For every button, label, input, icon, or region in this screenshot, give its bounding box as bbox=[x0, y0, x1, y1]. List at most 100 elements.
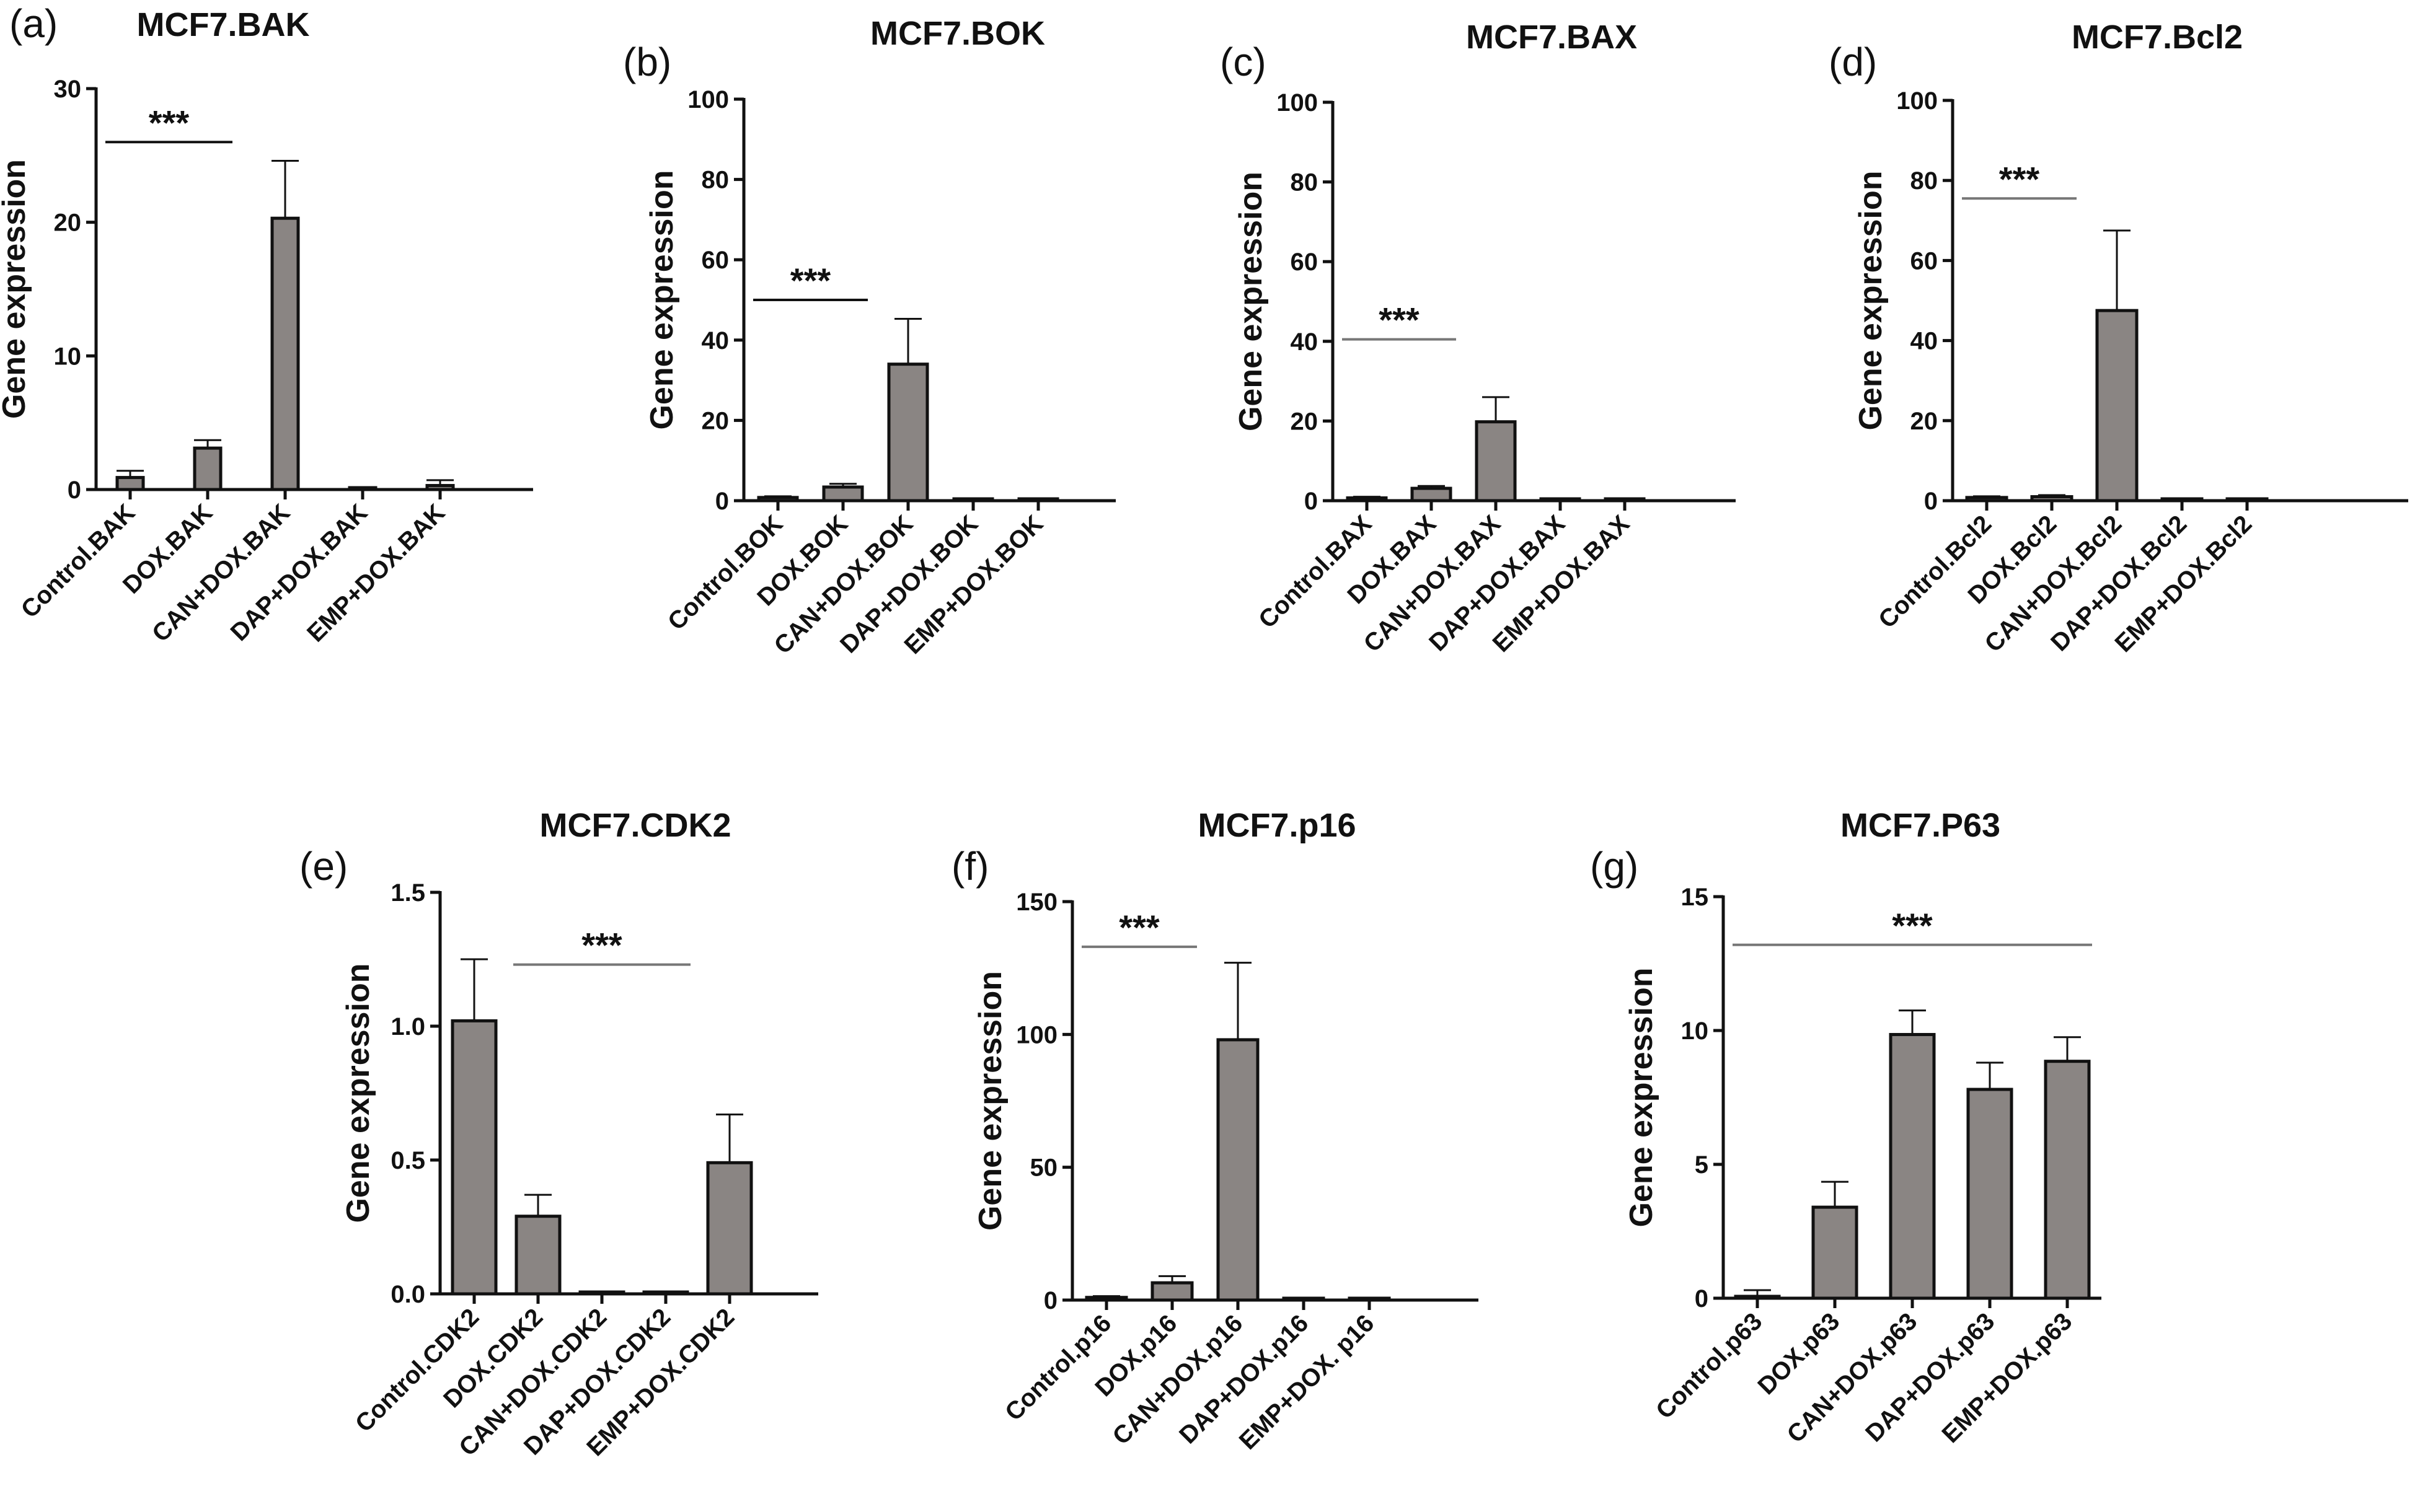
y-tick-label: 40 bbox=[1291, 328, 1318, 356]
bar bbox=[578, 1290, 625, 1296]
y-tick-label: 0.0 bbox=[391, 1281, 425, 1308]
chart-panel-6: (f) MCF7.p16 Gene expression 0 50 100 150 Contr… bbox=[952, 807, 1478, 1455]
y-tick-label: 10 bbox=[54, 343, 82, 370]
y-axis-label: Gene expression bbox=[1233, 172, 1269, 431]
bar bbox=[822, 485, 864, 503]
bar bbox=[193, 446, 223, 491]
bar bbox=[348, 486, 378, 491]
bar bbox=[1410, 486, 1452, 503]
bar bbox=[1604, 497, 1646, 503]
bar bbox=[2225, 497, 2269, 503]
chart-panel-3: (c) MCF7.BAX Gene expression 0 20 40 60 80 100 Co… bbox=[1220, 19, 1736, 657]
chart-panel-7: (g) MCF7.P63 Gene expression 0 5 10 15 Control.… bbox=[1590, 807, 2101, 1448]
x-category-label: Control.p16 bbox=[1000, 1309, 1116, 1426]
y-tick-label: 60 bbox=[1910, 247, 1938, 275]
bar bbox=[1965, 496, 2008, 503]
panel-letter: (d) bbox=[1829, 40, 1877, 84]
y-axis-label: Gene expression bbox=[1853, 170, 1889, 430]
y-axis-label: Gene expression bbox=[340, 963, 376, 1223]
x-category-label: CAN+DOX.BAK bbox=[147, 499, 295, 647]
bar bbox=[1475, 420, 1517, 503]
y-axis-label: Gene expression bbox=[644, 170, 680, 429]
bar bbox=[514, 1215, 562, 1296]
significance-label: *** bbox=[1379, 301, 1420, 340]
y-tick-label: 100 bbox=[1896, 87, 1938, 115]
y-tick-label: 20 bbox=[1910, 408, 1938, 435]
bar bbox=[425, 484, 455, 491]
bar bbox=[1966, 1088, 2013, 1300]
y-tick-label: 150 bbox=[1016, 889, 1058, 916]
y-tick-label: 80 bbox=[702, 167, 730, 194]
bar bbox=[706, 1161, 753, 1296]
x-category-label: Control.BAK bbox=[16, 499, 141, 623]
panel-letter: (c) bbox=[1220, 40, 1266, 84]
panel-letter: (e) bbox=[299, 844, 348, 889]
y-tick-label: 0 bbox=[1304, 488, 1318, 515]
bar bbox=[642, 1290, 689, 1296]
significance-label: *** bbox=[1119, 908, 1160, 947]
bar bbox=[2044, 1060, 2091, 1300]
bar bbox=[1346, 496, 1388, 503]
chart-title: MCF7.p16 bbox=[1198, 807, 1356, 844]
bar bbox=[1282, 1296, 1325, 1302]
bar bbox=[451, 1019, 498, 1296]
y-tick-label: 30 bbox=[54, 76, 82, 103]
y-tick-label: 100 bbox=[1016, 1021, 1058, 1048]
y-tick-label: 5 bbox=[1695, 1151, 1708, 1179]
panel-letter: (a) bbox=[9, 1, 58, 46]
bar bbox=[270, 216, 300, 491]
bar bbox=[2030, 495, 2073, 503]
bar bbox=[2160, 497, 2204, 503]
bar bbox=[1085, 1296, 1128, 1302]
y-tick-label: 0 bbox=[715, 488, 729, 515]
panel-letter: (f) bbox=[952, 844, 989, 889]
y-tick-label: 1.0 bbox=[391, 1013, 425, 1040]
y-tick-label: 80 bbox=[1910, 167, 1938, 195]
chart-panel-2: (b) MCF7.BOK Gene expression 0 20 40 60 80 100 Co… bbox=[623, 15, 1116, 659]
x-category-label: Control.BAX bbox=[1253, 510, 1377, 633]
y-axis-label: Gene expression bbox=[973, 971, 1009, 1231]
bar bbox=[1348, 1296, 1391, 1302]
panel-letter: (g) bbox=[1590, 844, 1638, 889]
x-category-label: EMP+DOX.BAK bbox=[302, 499, 450, 647]
x-category-label: Control.p63 bbox=[1651, 1308, 1767, 1424]
y-tick-label: 50 bbox=[1030, 1154, 1058, 1182]
significance-label: *** bbox=[581, 926, 622, 965]
y-tick-label: 20 bbox=[702, 407, 730, 434]
bar bbox=[1216, 1038, 1260, 1302]
y-tick-label: 60 bbox=[1291, 248, 1318, 276]
y-tick-label: 0.5 bbox=[391, 1147, 425, 1174]
bar bbox=[757, 496, 799, 503]
bar bbox=[887, 363, 929, 503]
chart-title: MCF7.BOK bbox=[870, 15, 1045, 52]
bar bbox=[2095, 309, 2139, 503]
significance-label: *** bbox=[1999, 159, 2040, 198]
significance-label: *** bbox=[149, 103, 190, 142]
chart-panel-4: (d) MCF7.Bcl2 Gene expression 0 20 40 60 80 100 C… bbox=[1829, 19, 2408, 657]
y-tick-label: 20 bbox=[1291, 408, 1318, 435]
bar bbox=[1150, 1281, 1194, 1302]
bar bbox=[1889, 1032, 1936, 1300]
bar bbox=[1811, 1205, 1858, 1300]
y-tick-label: 60 bbox=[702, 247, 730, 274]
y-tick-label: 0 bbox=[68, 477, 81, 504]
significance-label: *** bbox=[1892, 906, 1933, 945]
bar bbox=[952, 497, 994, 503]
y-axis-label: Gene expression bbox=[1623, 967, 1659, 1227]
chart-title: MCF7.P63 bbox=[1840, 807, 2000, 844]
bar bbox=[1539, 497, 1581, 503]
y-tick-label: 1.5 bbox=[391, 879, 425, 907]
y-tick-label: 10 bbox=[1681, 1018, 1709, 1045]
x-category-label: DAP+DOX.p63 bbox=[1860, 1308, 2000, 1447]
y-tick-label: 80 bbox=[1291, 169, 1318, 196]
y-tick-label: 20 bbox=[54, 209, 82, 237]
y-tick-label: 100 bbox=[1276, 89, 1318, 116]
y-tick-label: 15 bbox=[1681, 884, 1709, 911]
x-category-label: Control.Bcl2 bbox=[1873, 510, 1997, 633]
y-tick-label: 40 bbox=[702, 327, 730, 354]
x-category-label: EMP+DOX.p63 bbox=[1937, 1308, 2078, 1448]
y-axis-label: Gene expression bbox=[0, 159, 32, 419]
x-category-label: Control.BOK bbox=[663, 510, 788, 635]
